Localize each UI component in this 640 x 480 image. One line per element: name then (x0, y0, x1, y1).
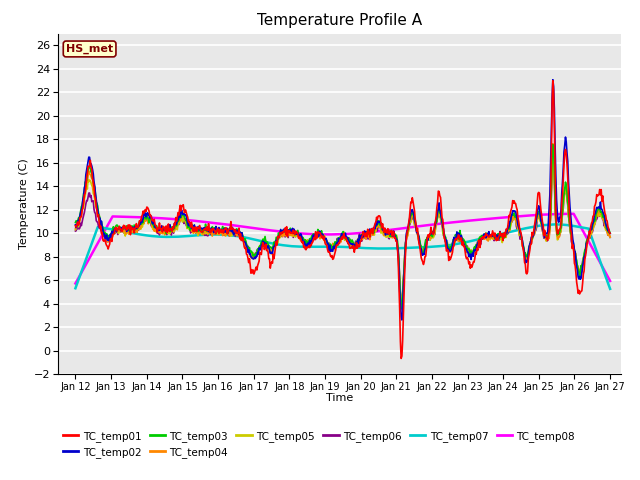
TC_temp06 (72, 228, 79, 234)
TC_temp07 (606, 286, 614, 292)
TC_temp08 (81, 263, 89, 269)
TC_temp04 (81, 189, 89, 195)
TC_temp02 (606, 230, 614, 236)
TC_temp05 (191, 228, 198, 233)
TC_temp05 (136, 225, 144, 231)
TC_temp05 (408, 213, 416, 218)
TC_temp01 (549, 78, 557, 84)
Line: TC_temp06: TC_temp06 (76, 153, 610, 304)
TC_temp04 (136, 226, 144, 232)
TC_temp03 (72, 220, 79, 226)
TC_temp03 (606, 230, 614, 236)
TC_temp02 (72, 222, 79, 228)
Line: TC_temp01: TC_temp01 (76, 81, 610, 359)
TC_temp07 (136, 231, 144, 237)
TC_temp06 (219, 231, 227, 237)
TC_temp07 (219, 232, 227, 238)
TC_temp01 (424, 232, 432, 238)
TC_temp06 (549, 150, 557, 156)
TC_temp05 (397, 297, 405, 303)
Line: TC_temp02: TC_temp02 (76, 80, 610, 320)
TC_temp02 (191, 222, 198, 228)
TC_temp01 (136, 218, 144, 224)
Line: TC_temp07: TC_temp07 (76, 225, 610, 289)
TC_temp07 (423, 244, 431, 250)
TC_temp05 (81, 193, 89, 199)
TC_temp03 (424, 237, 432, 242)
TC_temp04 (219, 233, 227, 239)
X-axis label: Time: Time (326, 394, 353, 403)
TC_temp02 (408, 207, 416, 213)
TC_temp01 (219, 228, 227, 233)
TC_temp07 (72, 286, 79, 291)
TC_temp05 (550, 150, 557, 156)
TC_temp08 (72, 281, 79, 287)
TC_temp03 (136, 219, 144, 225)
TC_temp07 (554, 222, 561, 228)
TC_temp01 (81, 191, 89, 196)
TC_temp02 (136, 222, 144, 228)
TC_temp01 (191, 228, 198, 234)
TC_temp02 (549, 77, 557, 83)
Line: TC_temp08: TC_temp08 (76, 214, 610, 284)
TC_temp04 (191, 228, 198, 234)
TC_temp05 (219, 229, 227, 235)
TC_temp02 (424, 238, 432, 243)
TC_temp04 (398, 307, 406, 312)
TC_temp01 (606, 230, 614, 236)
TC_temp03 (191, 227, 198, 232)
TC_temp06 (191, 228, 198, 234)
Line: TC_temp04: TC_temp04 (76, 144, 610, 310)
TC_temp06 (398, 301, 406, 307)
TC_temp08 (423, 222, 431, 228)
Line: TC_temp05: TC_temp05 (76, 153, 610, 300)
TC_temp01 (397, 356, 405, 361)
TC_temp07 (408, 245, 415, 251)
TC_temp06 (424, 237, 432, 242)
TC_temp07 (81, 259, 89, 264)
Title: Temperature Profile A: Temperature Profile A (257, 13, 422, 28)
TC_temp06 (606, 235, 614, 240)
Legend: TC_temp01, TC_temp02, TC_temp03, TC_temp04, TC_temp05, TC_temp06, TC_temp07, TC_: TC_temp01, TC_temp02, TC_temp03, TC_temp… (63, 431, 575, 458)
TC_temp04 (424, 233, 432, 239)
TC_temp03 (549, 142, 557, 147)
TC_temp03 (219, 224, 227, 229)
TC_temp01 (72, 223, 79, 229)
Text: HS_met: HS_met (66, 44, 113, 54)
TC_temp04 (606, 234, 614, 240)
Y-axis label: Temperature (C): Temperature (C) (19, 158, 29, 250)
TC_temp08 (408, 224, 415, 230)
TC_temp04 (72, 226, 79, 231)
TC_temp02 (81, 183, 89, 189)
TC_temp03 (81, 180, 89, 185)
TC_temp04 (549, 141, 557, 147)
TC_temp03 (397, 306, 405, 312)
TC_temp08 (191, 218, 198, 224)
TC_temp06 (408, 213, 416, 219)
TC_temp05 (72, 227, 79, 233)
Line: TC_temp03: TC_temp03 (76, 144, 610, 309)
TC_temp06 (81, 205, 89, 211)
TC_temp07 (191, 233, 198, 239)
TC_temp08 (606, 278, 614, 284)
TC_temp02 (219, 228, 227, 234)
TC_temp04 (408, 212, 416, 218)
TC_temp08 (136, 215, 144, 220)
TC_temp05 (606, 234, 614, 240)
TC_temp03 (408, 210, 416, 216)
TC_temp06 (136, 224, 144, 229)
TC_temp02 (398, 317, 406, 323)
TC_temp08 (219, 221, 227, 227)
TC_temp08 (570, 211, 577, 216)
TC_temp05 (424, 237, 432, 242)
TC_temp01 (408, 195, 416, 201)
